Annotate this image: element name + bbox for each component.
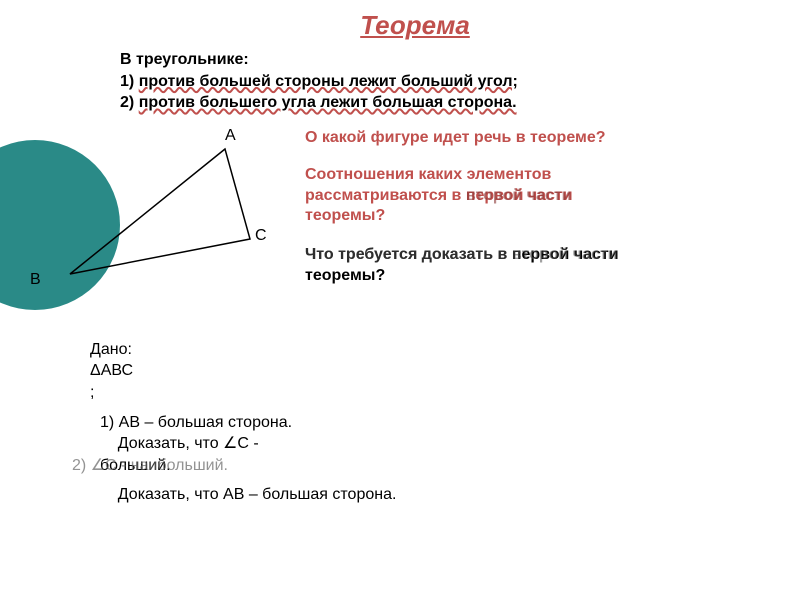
q3-p2: теоремы? [305, 267, 385, 284]
q2-part2a: рассматриваются в [305, 187, 461, 204]
item1-l1: 1) АВ – большая сторона. [100, 412, 740, 434]
mid-section: А В С О какой фигуре идет речь в теореме… [90, 129, 740, 329]
q2-part1: Соотношения каких элементов [305, 166, 551, 183]
item1-l3-back: 2) ∠С - наибольший. [72, 455, 228, 477]
slide: Теорема В треугольнике: 1) против больше… [0, 0, 800, 600]
theorem-intro: В треугольнике: [120, 49, 740, 71]
item1-l2: Доказать, что ∠С - [100, 433, 740, 455]
given-triangle: ΔАВС [90, 360, 740, 382]
triangle-diagram [50, 129, 280, 294]
vertex-a: А [225, 127, 236, 145]
questions-block: О какой фигуре идет речь в теореме? Соот… [305, 129, 785, 287]
q2-part3: теоремы? [305, 207, 385, 224]
theorem-line-1: 1) против большей стороны лежит больший … [120, 71, 740, 93]
q3-overlay: Что требуется доказать в первой части Чт… [305, 245, 619, 266]
theorem-line-2: 2) против большего угла лежит большая ст… [120, 92, 740, 114]
item2-l2: Доказать, что АВ – большая сторона. [100, 484, 740, 506]
bullet-diamond [30, 13, 64, 47]
question-1: О какой фигуре идет речь в теореме? [305, 129, 785, 147]
q2-back: второй части [466, 186, 572, 207]
vertex-b: В [30, 271, 41, 289]
prove-item-1: 1) АВ – большая сторона. Доказать, что ∠… [100, 412, 740, 477]
given-label: Дано: [90, 339, 740, 361]
question-2: Соотношения каких элементов рассматриваю… [305, 165, 785, 227]
q2-overlay: первой части второй части [466, 186, 573, 207]
num-1: 1) [120, 73, 134, 90]
theorem-statement: В треугольнике: 1) против большей сторон… [120, 49, 740, 114]
num-2: 2) [120, 94, 134, 111]
question-3: Что требуется доказать в первой части Чт… [305, 245, 785, 287]
theorem-text-1: против большей стороны лежит больший уго… [139, 73, 518, 90]
given-semi: ; [90, 382, 740, 404]
slide-title: Теорема [90, 10, 740, 41]
given-block: Дано: ΔАВС ; 1) АВ – большая сторона. До… [90, 339, 740, 506]
item1-l3-stack: больший. 2) ∠С - наибольший. [100, 455, 171, 477]
theorem-text-2: против большего угла лежит большая сторо… [139, 94, 517, 111]
vertex-c: С [255, 227, 267, 245]
prove-item-2: Доказать, что АВ – большая сторона. [100, 484, 740, 506]
